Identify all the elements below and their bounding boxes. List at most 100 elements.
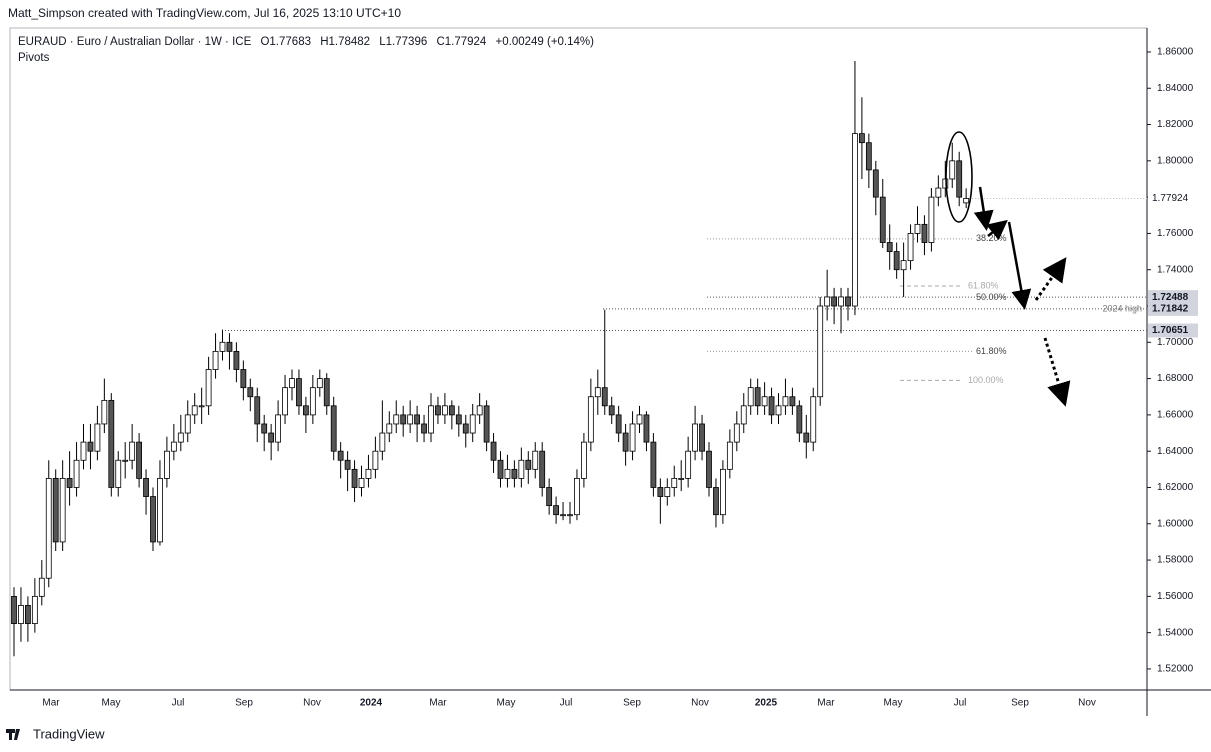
candle-body (240, 369, 247, 389)
candle-body (865, 142, 872, 171)
y-tick-label: 1.58000 (1157, 555, 1194, 566)
candle-body (859, 133, 865, 144)
candle-body (872, 169, 879, 198)
candle-body (699, 423, 705, 452)
candle-body (94, 423, 101, 452)
y-tick-label: 1.80000 (1157, 155, 1194, 166)
highlight-ellipse (945, 131, 973, 223)
candle-body (726, 441, 733, 470)
x-tick-label: May (102, 698, 121, 709)
candle-body (24, 605, 31, 624)
candle-body (150, 496, 156, 543)
candle-body (337, 450, 344, 461)
candle-body (560, 514, 566, 517)
candle-body (594, 387, 601, 398)
candle-body (921, 223, 928, 243)
candle-body (73, 459, 80, 488)
fib-ext-label: 100.00% (968, 375, 1004, 385)
x-tick-label: Jul (172, 698, 185, 709)
candle-body (893, 251, 900, 271)
candle-body (539, 450, 546, 488)
candle-body (740, 405, 747, 425)
candle-body (907, 233, 914, 262)
candle-body (323, 378, 330, 407)
x-tick-label: Sep (1011, 698, 1029, 709)
x-tick-label: Sep (623, 698, 641, 709)
candle-body (511, 468, 518, 479)
y-tick-label: 1.52000 (1157, 664, 1194, 675)
candle-body (18, 605, 24, 624)
candle-body (608, 405, 615, 416)
candle-body (351, 468, 358, 488)
price-tag-label: 1.70651 (1152, 325, 1189, 336)
candle-body (11, 595, 17, 624)
x-tick-label: May (497, 698, 516, 709)
candle-body (476, 405, 483, 416)
candle-body (886, 242, 893, 252)
candle-body (330, 405, 337, 452)
candle-body (177, 432, 184, 443)
candle-body (108, 399, 115, 488)
candle-body (233, 350, 240, 370)
y-tick-label: 1.66000 (1157, 410, 1194, 421)
x-tick-label: May (884, 698, 903, 709)
footer-logo: TradingView (6, 726, 105, 741)
candle-body (87, 441, 94, 452)
candle-body (296, 378, 302, 407)
candle-body (268, 432, 275, 443)
header: Matt_Simpson created with TradingView.co… (8, 6, 401, 20)
y-tick-label: 1.70000 (1157, 337, 1194, 348)
fib-label: 50.00% (976, 292, 1007, 302)
candle-body (671, 478, 678, 488)
candle-body (733, 423, 740, 443)
candle-body (59, 478, 66, 543)
y-tick-label: 1.54000 (1157, 627, 1194, 638)
candle-body (191, 405, 198, 416)
fib-label: 61.80% (976, 346, 1007, 356)
candle-body (643, 414, 650, 443)
indicator: Pivots (18, 52, 50, 64)
y-tick-label: 1.62000 (1157, 482, 1194, 493)
candle-body (379, 432, 386, 452)
chart-layer: 1.52000 1.54000 1.56000 1.58000 1.60000 1.620… (11, 47, 1198, 709)
candle-body (66, 478, 73, 488)
x-tick-label: Mar (817, 698, 835, 709)
candle-body (532, 450, 539, 470)
price-tag (1148, 323, 1198, 338)
candle-body (525, 459, 532, 470)
candle-body (810, 396, 817, 443)
candle-body (747, 387, 754, 407)
legend-open: O1.77683 (260, 36, 311, 48)
candle-body (761, 396, 768, 407)
candle-body (198, 405, 205, 408)
x-tick-label: Jul (560, 698, 573, 709)
candle-body (546, 487, 553, 507)
candle-body (101, 399, 108, 425)
candle-body (490, 441, 497, 461)
logo-icon (6, 729, 20, 740)
candle-body (601, 387, 608, 407)
candle-body (852, 133, 858, 307)
candle-body (129, 441, 136, 461)
candle-body (441, 405, 448, 416)
candle-body (768, 396, 775, 416)
y-tick-label: 1.76000 (1157, 228, 1194, 239)
candle-body (900, 260, 907, 271)
candle-body (31, 595, 38, 624)
candle-body (261, 423, 268, 434)
candle-body (678, 478, 685, 480)
y-tick-label: 1.56000 (1157, 591, 1194, 602)
candle-body (247, 387, 254, 398)
x-tick-label: Nov (303, 698, 321, 709)
candle-body (504, 468, 511, 479)
candle-body (845, 296, 851, 307)
candle-body (956, 160, 963, 198)
arrow (986, 219, 1008, 241)
candle-body (212, 350, 219, 370)
candle-body (143, 478, 149, 497)
x-tick-label: Nov (1078, 698, 1096, 709)
candle-body (935, 187, 942, 198)
candle-body (664, 487, 671, 497)
y-tick-label: 1.68000 (1157, 373, 1194, 384)
